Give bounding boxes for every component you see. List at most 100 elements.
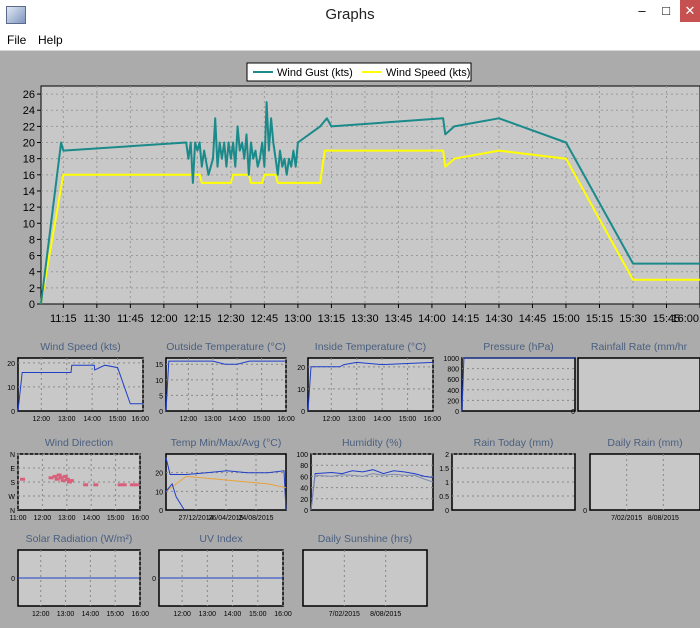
mini-y-tick-label: 0.5: [439, 494, 449, 501]
mini-series-line: [165, 457, 287, 511]
mini-plot-area: [307, 357, 434, 412]
main-y-tick-label: 2: [29, 283, 35, 295]
wind-direction-point: [93, 483, 99, 487]
mini-x-tick-label: 15:00: [109, 416, 127, 423]
mini-y-tick-label: 0: [571, 409, 575, 416]
solar-radiation-chart: Solar Radiation (W/m²) 0 12:00 13:00 14:00 15…: [11, 533, 149, 618]
mini-x-tick-label: 15:00: [399, 416, 417, 423]
mini-x-tick-label: 13:00: [58, 416, 76, 423]
main-x-tick-label: 14:00: [418, 313, 446, 325]
wind-direction-point: [62, 474, 68, 478]
main-y-tick-label: 24: [23, 105, 35, 117]
mini-x-tick-label: 15:00: [253, 416, 271, 423]
mini-y-tick-label: 1.5: [439, 466, 449, 473]
wind-speed-chart: Wind Speed (kts) 0 10 20 12:00 13:00 14:00 15:0…: [7, 341, 149, 423]
mini-y-tick-label: 10: [297, 387, 305, 394]
main-y-tick-label: 20: [23, 138, 35, 150]
mini-y-tick-label: 400: [447, 388, 459, 395]
mini-plot-area: [165, 357, 287, 412]
mini-x-tick-label: 14:00: [82, 611, 100, 618]
mini-y-tick-label: 10: [155, 378, 163, 385]
mini-y-tick-label: 600: [447, 377, 459, 384]
mini-chart-title: Humidity (%): [342, 437, 402, 449]
mini-y-tick-label: 0: [152, 576, 156, 583]
main-y-tick-label: 10: [23, 218, 35, 230]
mini-y-tick-label: 60: [300, 474, 308, 481]
mini-plot-area: [577, 357, 700, 412]
mini-y-tick-label: S: [10, 480, 15, 487]
title-bar: Graphs – □ ✕: [0, 0, 700, 30]
mini-x-tick-label: 12:00: [34, 515, 52, 522]
mini-x-tick-label: 12:00: [173, 611, 191, 618]
temp-min-max-avg-chart: Temp Min/Max/Avg (°C) 0 10 20 27/12/201426/0…: [155, 437, 287, 522]
mini-x-tick-label: 14:00: [224, 611, 242, 618]
wind-direction-point: [129, 483, 135, 487]
mini-series-line: [165, 360, 286, 412]
mini-x-tick-label: 12:00: [32, 611, 50, 618]
mini-x-tick-label: 14:00: [82, 515, 100, 522]
main-x-tick-label: 12:45: [251, 313, 279, 325]
daily-rain-chart: Daily Rain (mm) 0 7/02/2015 8/08/2015: [583, 437, 700, 522]
main-x-tick-label: 14:45: [519, 313, 547, 325]
minimize-button[interactable]: –: [638, 3, 646, 18]
mini-x-tick-label: 24/08/2015: [238, 515, 273, 522]
mini-chart-title: Daily Sunshine (hrs): [318, 533, 413, 545]
mini-x-tick-label: 16:00: [131, 611, 149, 618]
main-x-tick-label: 12:00: [150, 313, 178, 325]
close-button[interactable]: ✕: [680, 0, 700, 22]
legend-box: [246, 62, 472, 82]
legend-gust-label: Wind Gust (kts): [277, 67, 353, 79]
menu-help[interactable]: Help: [38, 33, 63, 47]
menu-file[interactable]: File: [7, 33, 27, 47]
mini-y-tick-label: 0: [301, 409, 305, 416]
wind-direction-point: [58, 476, 64, 480]
maximize-button[interactable]: □: [662, 3, 670, 18]
mini-x-tick-label: 14:00: [228, 416, 246, 423]
main-x-tick-label: 11:45: [117, 313, 144, 325]
main-y-tick-label: 16: [23, 170, 35, 182]
main-y-tick-label: 12: [23, 202, 35, 214]
mini-plot-area: [302, 549, 428, 607]
mini-x-tick-label: 26/04/2015: [208, 515, 243, 522]
mini-y-tick-label: E: [10, 466, 15, 473]
legend-speed-label: Wind Speed (kts): [386, 67, 470, 79]
mini-x-tick-label: 16:00: [423, 416, 441, 423]
mini-y-tick-label: 20: [300, 497, 308, 504]
mini-x-tick-label: 8/08/2015: [370, 611, 401, 618]
inside-temperature-chart: Inside Temperature (°C) 0 10 20 12:00 13:00 14…: [297, 341, 441, 423]
mini-y-tick-label: 40: [300, 486, 308, 493]
mini-y-tick-label: N: [10, 452, 15, 459]
mini-chart-title: UV Index: [199, 533, 243, 545]
mini-plot-area: [310, 453, 434, 511]
mini-chart-title: Solar Radiation (W/m²): [26, 533, 133, 545]
uv-index-chart: UV Index 0 12:00 13:00 14:00 15:00 16:00: [152, 533, 292, 618]
mini-series-line: [307, 361, 434, 412]
main-plot-area: [40, 85, 700, 305]
mini-x-tick-label: 16:00: [277, 416, 295, 423]
mini-chart-title: Inside Temperature (°C): [315, 341, 426, 353]
main-y-tick-label: 6: [29, 251, 35, 263]
mini-x-tick-label: 12:00: [323, 416, 341, 423]
mini-x-tick-label: 13:00: [58, 515, 76, 522]
mini-y-tick-label: 15: [155, 362, 163, 369]
mini-y-tick-label: 20: [297, 365, 305, 372]
mini-x-tick-label: 13:00: [348, 416, 366, 423]
mini-chart-title: Pressure (hPa): [483, 341, 554, 353]
mini-x-tick-label: 15:00: [249, 611, 267, 618]
mini-x-tick-label: 14:00: [373, 416, 391, 423]
mini-plot-area: [165, 453, 287, 511]
mini-y-tick-label: 10: [155, 489, 163, 496]
rain-today-chart: Rain Today (mm) 0 0.5 1 1.5 2: [439, 437, 576, 515]
mini-chart-title: Temp Min/Max/Avg (°C): [171, 437, 282, 449]
wind-direction-point: [56, 473, 62, 477]
mini-y-tick-label: 0: [583, 508, 587, 515]
wind-direction-point: [60, 479, 66, 483]
mini-x-tick-label: 12:00: [180, 416, 198, 423]
mini-chart-title: Wind Speed (kts): [40, 341, 121, 353]
mini-series-line: [461, 357, 575, 412]
wind-direction-point: [133, 483, 139, 487]
mini-x-tick-label: 16:00: [131, 416, 149, 423]
mini-chart-title: Outside Temperature (°C): [166, 341, 286, 353]
mini-y-tick-label: 5: [159, 393, 163, 400]
